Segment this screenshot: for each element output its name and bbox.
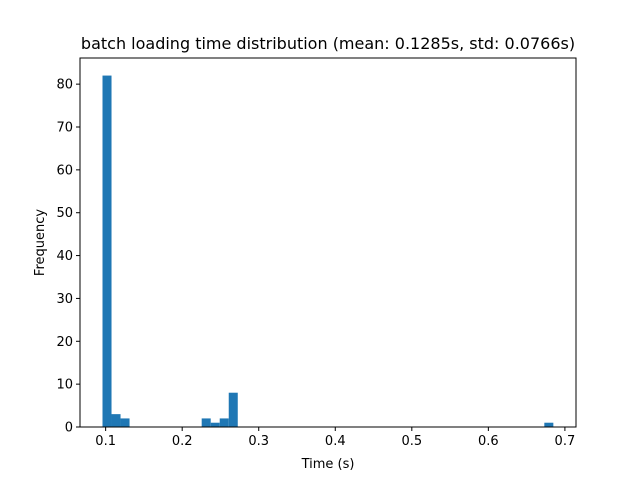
histogram-bar: [544, 422, 554, 427]
x-tick-label: 0.3: [248, 434, 269, 449]
y-axis: 0 10 20 30 40 50 60 70 80: [56, 78, 80, 436]
x-axis-label: Time (s): [301, 457, 355, 472]
plot-frame: [79, 57, 577, 428]
histogram-bar: [210, 422, 220, 427]
x-tick-label: 0.4: [325, 434, 346, 449]
y-tick-label: 10: [56, 378, 73, 393]
y-tick-label: 40: [56, 249, 73, 264]
y-tick-label: 70: [56, 121, 73, 136]
x-tick-label: 0.7: [555, 434, 576, 449]
histogram-bar: [219, 418, 229, 427]
bars-layer: [102, 75, 554, 428]
x-tick-label: 0.5: [401, 434, 422, 449]
x-tick-label: 0.6: [478, 434, 499, 449]
y-axis-label: Frequency: [33, 209, 48, 276]
histogram-bar: [120, 418, 130, 427]
histogram-bar: [102, 75, 112, 428]
y-tick-label: 20: [56, 335, 73, 350]
y-tick-label: 50: [56, 206, 73, 221]
y-tick-label: 80: [56, 78, 73, 93]
y-tick-label: 60: [56, 163, 73, 178]
histogram-bar: [228, 392, 238, 427]
x-tick-label: 0.1: [95, 434, 116, 449]
y-tick-label: 0: [65, 421, 73, 436]
y-tick-label: 30: [56, 292, 73, 307]
histogram-bar: [201, 418, 211, 427]
histogram-bar: [111, 414, 121, 427]
chart-title: batch loading time distribution (mean: 0…: [81, 34, 575, 53]
x-tick-label: 0.2: [172, 434, 193, 449]
x-axis: 0.1 0.2 0.3 0.4 0.5 0.6 0.7: [95, 427, 575, 449]
